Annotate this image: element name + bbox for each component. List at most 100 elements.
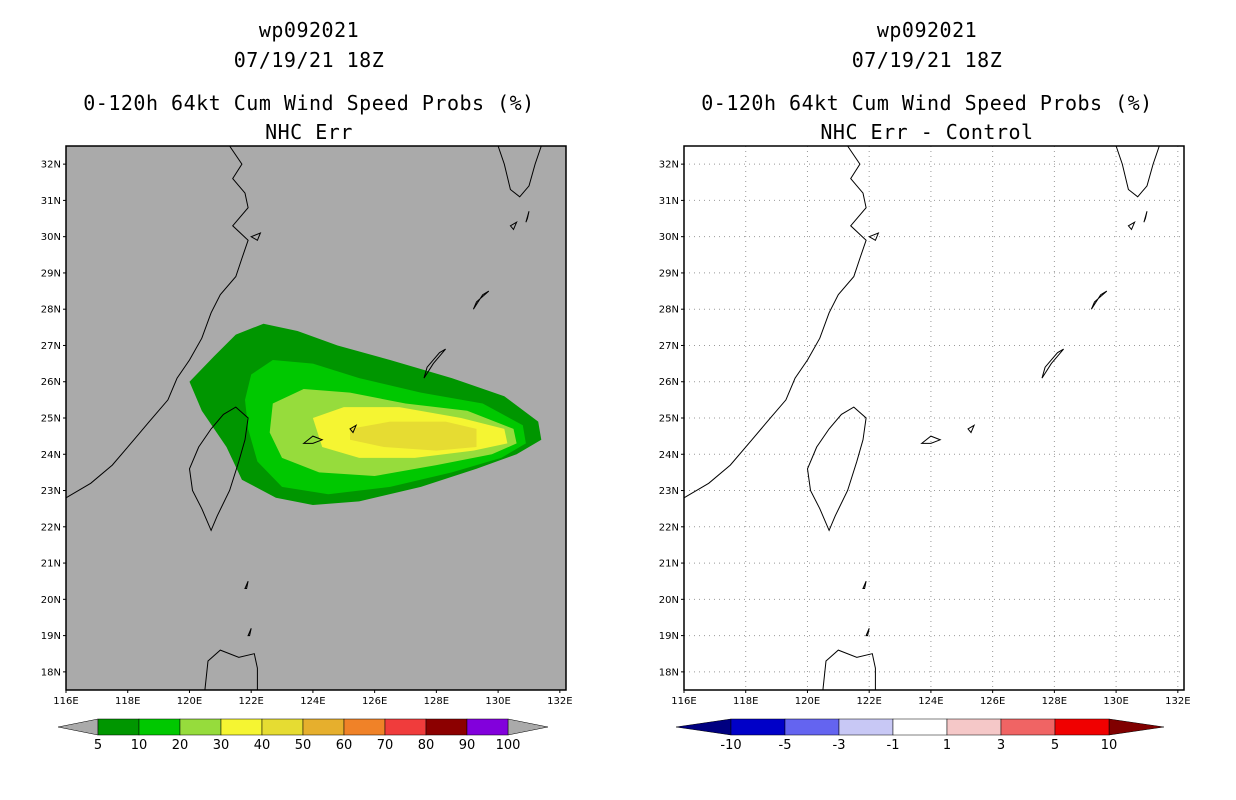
left-storm-id: wp092021	[258, 18, 360, 42]
right-subtitle: NHC Err - Control	[820, 120, 1034, 144]
lat-label-21N: 21N	[659, 559, 679, 570]
colorbar-swatch-20	[179, 718, 222, 736]
coastline-kyushu	[1115, 146, 1160, 198]
colorbar-label: 70	[377, 738, 394, 753]
coastline-babuyan	[247, 628, 252, 637]
lon-label-124E: 124E	[918, 696, 943, 707]
coastline-taiwan	[188, 406, 249, 532]
left-subtitle: NHC Err	[265, 120, 353, 144]
colorbar-swatch-10	[138, 718, 181, 736]
lat-label-32N: 32N	[659, 160, 679, 171]
coastline-miyako	[349, 424, 358, 434]
coastline-yakushima	[509, 221, 518, 231]
lat-label-23N: 23N	[659, 486, 679, 497]
right-panel: wp092021 07/19/21 18Z 0-120h 64kt Cum Wi…	[618, 0, 1236, 800]
colorbar-label: -1	[887, 738, 900, 753]
colorbar-left-arrow	[675, 718, 732, 736]
lon-label-126E: 126E	[980, 696, 1005, 707]
lat-label-19N: 19N	[41, 631, 61, 642]
colorbar-label: 60	[336, 738, 353, 753]
lat-label-24N: 24N	[41, 450, 61, 461]
colorbar-label: 40	[254, 738, 271, 753]
lon-label-118E: 118E	[115, 696, 140, 707]
coastline-taiwan	[806, 406, 867, 532]
colorbar-swatch	[1054, 718, 1110, 736]
lon-label-122E: 122E	[856, 696, 881, 707]
colorbar-label: 80	[418, 738, 435, 753]
lat-label-28N: 28N	[41, 305, 61, 316]
right-map: 32N 31N 30N 29N 28N 27N 26N 25N 24N 23N 22N 21N 20N 1…	[659, 145, 1191, 753]
colorbar-swatch-30	[220, 718, 263, 736]
lat-label-28N: 28N	[659, 305, 679, 316]
coastline-okinawa	[423, 348, 446, 379]
colorbar-swatch	[784, 718, 840, 736]
lat-label-29N: 29N	[659, 268, 679, 279]
colorbar-swatch	[730, 718, 786, 736]
lon-label-116E: 116E	[671, 696, 696, 707]
lat-label-31N: 31N	[41, 196, 61, 207]
colorbar-label: 90	[459, 738, 476, 753]
lon-label-124E: 124E	[300, 696, 325, 707]
coastline-batanes	[862, 581, 867, 589]
lat-label-30N: 30N	[659, 232, 679, 243]
coastline-zhoushan	[250, 232, 262, 242]
colorbar-swatch-90	[466, 718, 509, 736]
coastline-okinawa	[1041, 348, 1064, 379]
coastline-china	[684, 146, 867, 499]
right-datetime: 07/19/21 18Z	[851, 48, 1003, 72]
colorbar-swatch-5	[97, 718, 140, 736]
lon-label-122E: 122E	[238, 696, 263, 707]
lat-label-22N: 22N	[41, 522, 61, 533]
lat-label-27N: 27N	[41, 341, 61, 352]
colorbar-label: -3	[833, 738, 846, 753]
lon-label-128E: 128E	[424, 696, 449, 707]
lon-label-130E: 130E	[1103, 696, 1128, 707]
coastline-batanes	[244, 581, 249, 589]
coastline-miyako	[967, 424, 976, 434]
lat-label-20N: 20N	[659, 595, 679, 606]
lon-label-132E: 132E	[1165, 696, 1190, 707]
lon-label-128E: 128E	[1042, 696, 1067, 707]
colorbar-swatch	[946, 718, 1002, 736]
lat-label-18N: 18N	[41, 667, 61, 678]
left-panel: wp092021 07/19/21 18Z 0-120h 64kt Cum Wi…	[41, 18, 573, 753]
colorbar-swatch-80	[425, 718, 468, 736]
colorbar-label: 30	[213, 738, 230, 753]
colorbar-swatch	[1000, 718, 1056, 736]
lon-label-116E: 116E	[53, 696, 78, 707]
colorbar-swatch-50	[302, 718, 345, 736]
colorbar-label: -10	[720, 738, 741, 753]
colorbar-label: 100	[496, 738, 521, 753]
lat-label-26N: 26N	[659, 377, 679, 388]
colorbar-right-arrow	[1108, 718, 1165, 736]
colorbar-label: 5	[94, 738, 102, 753]
coastline-tanegashima	[1143, 211, 1148, 223]
right-colorbar: -10 -5 -3 -1 1 3 5 10	[675, 718, 1165, 753]
left-colorbar: 5 10 20 30 40 50 60 70 80 90 100	[57, 718, 549, 753]
coastline-tanegashima	[525, 211, 530, 223]
lon-label-118E: 118E	[733, 696, 758, 707]
colorbar-right-arrow	[507, 718, 549, 736]
colorbar-swatch-70	[384, 718, 427, 736]
left-datetime: 07/19/21 18Z	[233, 48, 385, 72]
lat-label-24N: 24N	[659, 450, 679, 461]
colorbar-label: 50	[295, 738, 312, 753]
lat-label-30N: 30N	[41, 232, 61, 243]
lat-label-26N: 26N	[41, 377, 61, 388]
colorbar-label: 10	[1101, 738, 1118, 753]
colorbar-label: 5	[1051, 738, 1059, 753]
probability-contour-40	[350, 421, 477, 451]
lat-label-25N: 25N	[659, 414, 679, 425]
lat-label-18N: 18N	[659, 667, 679, 678]
coastline-yaeyama	[302, 435, 324, 444]
colorbar-swatch-40	[261, 718, 304, 736]
lat-label-22N: 22N	[659, 522, 679, 533]
lon-label-120E: 120E	[177, 696, 202, 707]
lat-label-32N: 32N	[41, 160, 61, 171]
left-product-title: 0-120h 64kt Cum Wind Speed Probs (%)	[83, 91, 535, 115]
lat-label-25N: 25N	[41, 414, 61, 425]
colorbar-label: 3	[997, 738, 1005, 753]
right-storm-id: wp092021	[876, 18, 978, 42]
lon-label-130E: 130E	[485, 696, 510, 707]
colorbar-label: 10	[131, 738, 148, 753]
